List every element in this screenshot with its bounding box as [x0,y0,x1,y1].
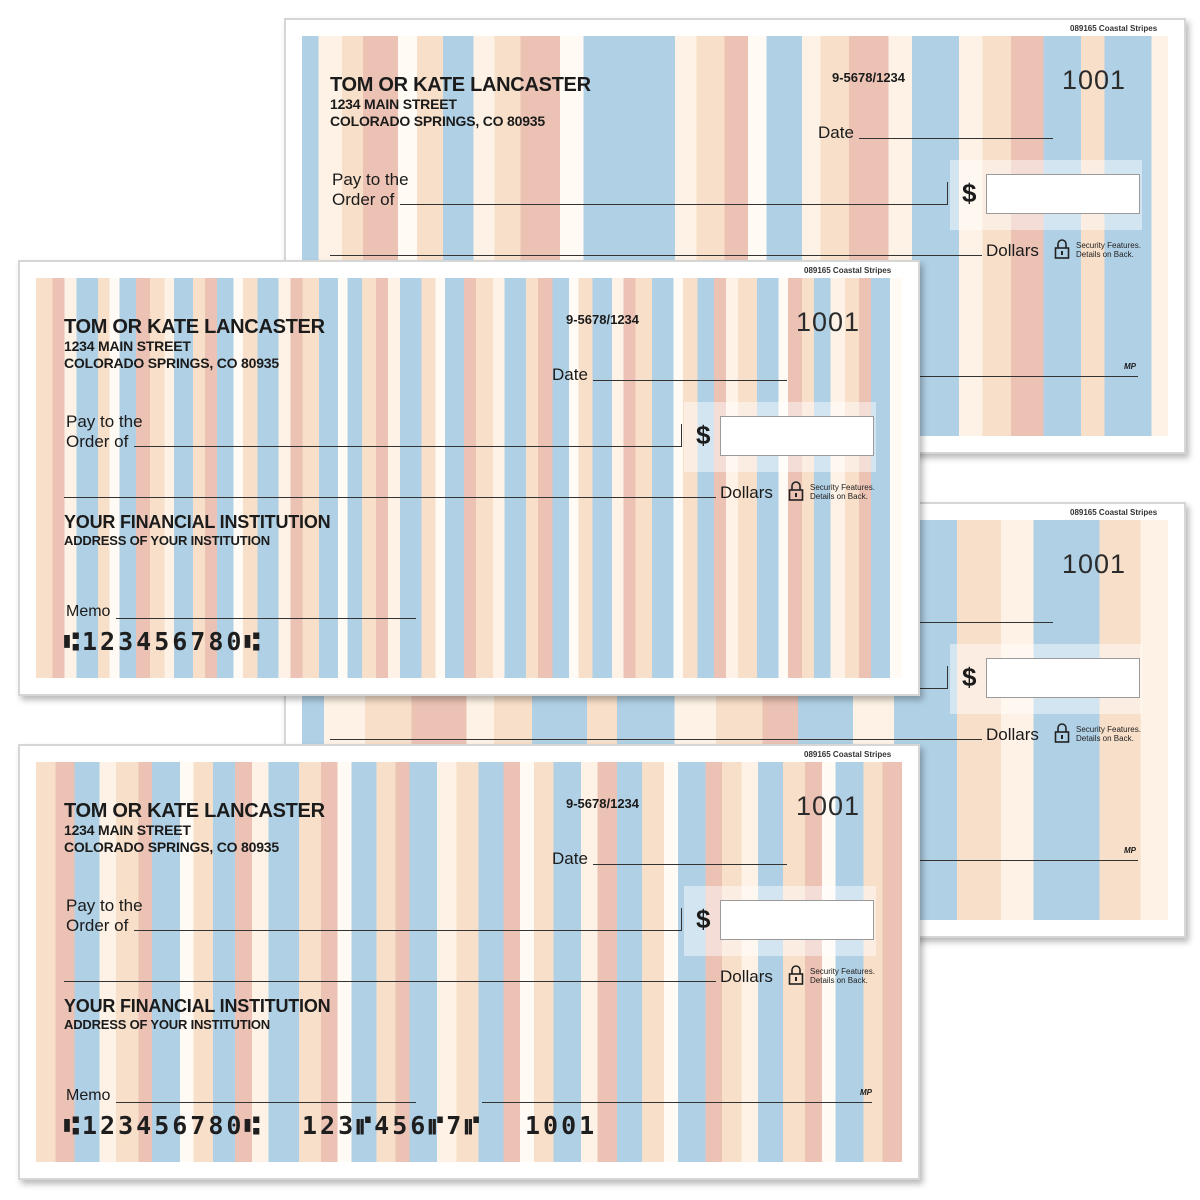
sku-label: 089165 Coastal Stripes [1070,24,1158,33]
micr-routing: ⑆123456780⑆ [64,627,263,656]
order-of-label: Order of [66,916,129,935]
owner-name: TOM OR KATE LANCASTER [64,800,325,822]
sku-label: 089165 Coastal Stripes [804,750,892,759]
owner-address-line1: 1234 MAIN STREET [64,822,191,838]
check-number: 1001 [796,307,861,337]
dollars-label: Dollars [720,967,773,986]
amount-words-line[interactable] [64,981,716,982]
date-line[interactable] [859,138,1053,139]
stripe-pattern [36,762,902,1162]
dollar-sign: $ [962,178,977,208]
micr-check-number: 1001 [525,1111,598,1140]
amount-words-line[interactable] [330,255,982,256]
signature-line[interactable] [914,860,1138,861]
security-text-1: Security Features. [1076,241,1141,250]
lock-icon [788,965,804,985]
date-label: Date [552,365,588,384]
security-text-1: Security Features. [810,483,875,492]
check-front-bottom: 089165 Coastal Stripes TOM OR KATE LANCA… [18,744,920,1180]
amount-words-line[interactable] [330,739,982,740]
dollar-sign: $ [962,662,977,692]
security-text-2: Details on Back. [810,492,868,501]
owner-address-line2: COLORADO SPRINGS, CO 80935 [330,113,545,129]
memo-line[interactable] [116,1102,416,1103]
date-label: Date [552,849,588,868]
routing-fraction: 9-5678/1234 [566,312,640,327]
pay-to-label: Pay to the [66,412,143,431]
amount-box[interactable] [986,658,1140,698]
micr-account: 123⑈456⑈7⑈ [302,1111,483,1140]
order-of-label: Order of [66,432,129,451]
owner-address-line2: COLORADO SPRINGS, CO 80935 [64,839,279,855]
signature-line[interactable] [482,1102,872,1103]
owner-name: TOM OR KATE LANCASTER [64,316,325,338]
payee-line[interactable] [134,446,682,447]
amount-words-line[interactable] [64,497,716,498]
mp-mark: MP [860,1088,872,1097]
date-line[interactable] [593,864,787,865]
signature-line[interactable] [914,376,1138,377]
dollars-label: Dollars [986,725,1039,744]
routing-fraction: 9-5678/1234 [566,796,640,811]
security-text-2: Details on Back. [1076,250,1134,259]
lock-icon [788,481,804,501]
memo-label: Memo [66,603,111,620]
bank-address: ADDRESS OF YOUR INSTITUTION [64,533,270,548]
security-text-2: Details on Back. [810,976,868,985]
micr-routing: ⑆123456780⑆ [64,1111,263,1140]
owner-name: TOM OR KATE LANCASTER [330,74,591,96]
bank-name: YOUR FINANCIAL INSTITUTION [64,512,331,532]
check-front-upper: 089165 Coastal Stripes TOM OR KATE LANCA… [18,260,920,696]
date-line[interactable] [593,380,787,381]
date-label: Date [818,123,854,142]
check-number: 1001 [1062,65,1127,95]
owner-address-line1: 1234 MAIN STREET [64,338,191,354]
security-text-1: Security Features. [1076,725,1141,734]
pay-to-label: Pay to the [332,170,409,189]
owner-address-line2: COLORADO SPRINGS, CO 80935 [64,355,279,371]
bank-name: YOUR FINANCIAL INSTITUTION [64,996,331,1016]
check-number: 1001 [1062,549,1127,579]
date-line[interactable] [859,622,1053,623]
memo-label: Memo [66,1087,111,1104]
dollars-label: Dollars [720,483,773,502]
memo-line[interactable] [116,618,416,619]
order-of-label: Order of [332,190,395,209]
sku-label: 089165 Coastal Stripes [1070,508,1158,517]
routing-fraction: 9-5678/1234 [832,70,906,85]
amount-box[interactable] [720,416,874,456]
owner-address-line1: 1234 MAIN STREET [330,96,457,112]
check-number: 1001 [796,791,861,821]
dollars-label: Dollars [986,241,1039,260]
pay-to-label: Pay to the [66,896,143,915]
lock-icon [1054,239,1070,259]
lock-icon [1054,723,1070,743]
mp-mark: MP [1124,846,1136,855]
security-text-2: Details on Back. [1076,734,1134,743]
payee-line[interactable] [400,204,948,205]
amount-box[interactable] [720,900,874,940]
mp-mark: MP [1124,362,1136,371]
security-text-1: Security Features. [810,967,875,976]
dollar-sign: $ [696,904,711,934]
amount-box[interactable] [986,174,1140,214]
sku-label: 089165 Coastal Stripes [804,266,892,275]
payee-line[interactable] [134,930,682,931]
dollar-sign: $ [696,420,711,450]
stripe-pattern [36,278,902,678]
bank-address: ADDRESS OF YOUR INSTITUTION [64,1017,270,1032]
